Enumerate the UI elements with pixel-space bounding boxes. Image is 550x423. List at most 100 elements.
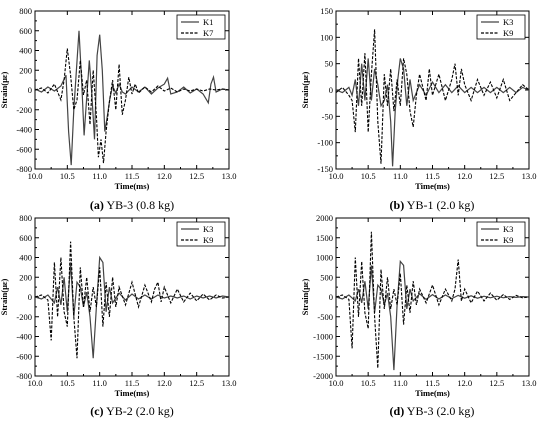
y-axis-title: Strain(με) (300, 71, 310, 108)
legend-label: K3 (503, 17, 513, 27)
caption-letter: (b) (390, 198, 405, 212)
x-tick-label: 11.0 (92, 378, 107, 388)
x-axis-title: Time(ms) (115, 181, 150, 191)
x-tick-label: 12.0 (457, 171, 472, 181)
x-tick-label: 12.5 (189, 171, 204, 181)
y-axis-title: Strain(με) (0, 71, 9, 108)
x-tick-label: 10.5 (361, 378, 376, 388)
y-tick-label: 0 (28, 85, 32, 95)
x-axis-title: Time(ms) (415, 181, 450, 191)
x-tick-label: 12.5 (489, 378, 504, 388)
x-tick-label: 11.0 (393, 378, 408, 388)
y-tick-label: 1500 (316, 233, 333, 243)
legend-label: K3 (203, 224, 213, 234)
y-tick-label: 400 (19, 46, 32, 56)
y-tick-label: -150 (317, 164, 333, 174)
caption-text: YB-3 (0.8 kg) (104, 198, 174, 212)
legend-label: K9 (503, 235, 513, 245)
y-tick-label: -200 (16, 105, 32, 115)
legend-label: K7 (203, 28, 213, 38)
x-tick-label: 12.0 (157, 378, 172, 388)
legend-box (176, 14, 226, 40)
y-axis-title: Strain(με) (300, 278, 310, 315)
x-tick-label: 13.0 (222, 171, 237, 181)
legend-label: K9 (203, 235, 213, 245)
y-tick-label: 100 (320, 32, 333, 42)
y-tick-label: -600 (16, 144, 32, 154)
chart-panel-3: 10.0 10.5 11.0 11.5 12.0 12.5 13.0 -800 -600 -400… (0, 213, 236, 418)
y-tick-label: -200 (16, 312, 32, 322)
caption-letter: (d) (390, 404, 405, 418)
legend-box (176, 221, 226, 247)
y-tick-label: 600 (19, 26, 32, 36)
caption-text: YB-2 (2.0 kg) (104, 404, 174, 418)
x-tick-label: 10.5 (361, 171, 376, 181)
y-tick-label: 1000 (316, 253, 333, 263)
y-tick-label: -600 (16, 351, 32, 361)
y-tick-label: 50 (325, 59, 334, 69)
y-tick-label: 150 (320, 6, 333, 16)
chart-panel-2: 10.0 10.5 11.0 11.5 12.0 12.5 13.0 -150 -100 -50 0… (300, 6, 536, 212)
x-tick-label: 11.5 (425, 378, 440, 388)
y-tick-label: 0 (329, 85, 333, 95)
y-tick-label: 800 (19, 213, 32, 223)
panel-caption: (b) YB-1 (2.0 kg) (390, 198, 475, 212)
y-tick-label: 2000 (316, 213, 333, 223)
x-tick-label: 10.5 (60, 378, 75, 388)
x-axis-title: Time(ms) (115, 388, 150, 398)
caption-letter: (a) (90, 198, 104, 212)
x-tick-label: 11.5 (125, 378, 140, 388)
y-tick-label: 800 (19, 6, 32, 16)
legend-label: K9 (503, 28, 513, 38)
legend-box (476, 14, 526, 40)
y-tick-label: -1000 (313, 332, 333, 342)
x-tick-label: 12.5 (189, 378, 204, 388)
y-tick-label: -500 (317, 312, 333, 322)
y-tick-label: -800 (16, 164, 32, 174)
x-tick-label: 11.5 (425, 171, 440, 181)
x-tick-label: 10.0 (28, 378, 43, 388)
series-line-k7 (35, 48, 229, 164)
y-tick-label: 400 (19, 253, 32, 263)
chart-panel-1: 10.0 10.5 11.0 11.5 12.0 12.5 13.0 -800 -600 -400… (0, 6, 236, 212)
y-tick-label: 200 (19, 65, 32, 75)
legend-label: K1 (203, 17, 213, 27)
legend-box (476, 221, 526, 247)
x-tick-label: 11.0 (92, 171, 107, 181)
caption-text: YB-3 (2.0 kg) (404, 404, 474, 418)
y-tick-label: -400 (16, 332, 32, 342)
series-line-k9 (336, 231, 529, 369)
x-axis-title: Time(ms) (415, 388, 450, 398)
panel-caption: (a) YB-3 (0.8 kg) (90, 198, 174, 212)
y-tick-label: 500 (320, 272, 333, 282)
panel-caption: (c) YB-2 (2.0 kg) (90, 404, 174, 418)
x-tick-label: 13.0 (222, 378, 237, 388)
x-tick-label: 11.0 (393, 171, 408, 181)
y-tick-label: -50 (322, 111, 333, 121)
x-tick-label: 10.0 (329, 171, 344, 181)
x-tick-label: 10.0 (28, 171, 43, 181)
y-tick-label: 200 (19, 272, 32, 282)
y-tick-label: -1500 (313, 351, 333, 361)
series-line-k3 (336, 58, 529, 167)
y-tick-label: -400 (16, 125, 32, 135)
series-line-k9 (35, 241, 229, 359)
caption-text: YB-1 (2.0 kg) (404, 198, 474, 212)
series-line-k9 (336, 29, 529, 164)
x-tick-label: 12.0 (157, 171, 172, 181)
x-tick-label: 12.0 (457, 378, 472, 388)
x-tick-label: 11.5 (125, 171, 140, 181)
x-tick-label: 12.5 (489, 171, 504, 181)
x-tick-label: 10.0 (329, 378, 344, 388)
y-tick-label: 0 (28, 292, 32, 302)
caption-letter: (c) (90, 404, 103, 418)
series-line-k3 (336, 259, 529, 371)
y-tick-label: -800 (16, 371, 32, 381)
y-tick-label: 600 (19, 233, 32, 243)
legend-label: K3 (503, 224, 513, 234)
x-tick-label: 13.0 (522, 378, 537, 388)
y-tick-label: 0 (329, 292, 333, 302)
x-tick-label: 13.0 (522, 171, 537, 181)
series-line-k1 (35, 30, 229, 166)
